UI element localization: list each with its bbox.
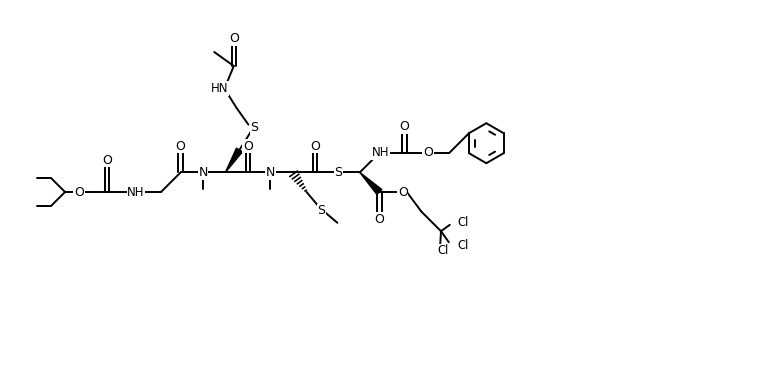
Text: S: S xyxy=(334,166,343,179)
Text: O: O xyxy=(398,186,408,198)
Text: S: S xyxy=(250,121,259,134)
Text: O: O xyxy=(176,139,186,152)
Text: O: O xyxy=(229,32,239,45)
Text: N: N xyxy=(199,166,208,179)
Text: O: O xyxy=(423,146,433,159)
Text: O: O xyxy=(310,139,320,152)
Text: Cl: Cl xyxy=(457,216,468,229)
Text: S: S xyxy=(317,204,326,217)
Text: NH: NH xyxy=(372,146,389,159)
Text: HN: HN xyxy=(211,82,229,95)
Polygon shape xyxy=(360,172,382,194)
Text: O: O xyxy=(374,213,384,226)
Text: NH: NH xyxy=(127,186,145,198)
Text: Cl: Cl xyxy=(437,244,449,257)
Text: N: N xyxy=(266,166,275,179)
Text: O: O xyxy=(102,153,112,166)
Text: O: O xyxy=(400,120,410,133)
Polygon shape xyxy=(226,148,243,172)
Text: O: O xyxy=(243,139,253,152)
Text: O: O xyxy=(74,186,84,198)
Text: Cl: Cl xyxy=(457,239,468,252)
